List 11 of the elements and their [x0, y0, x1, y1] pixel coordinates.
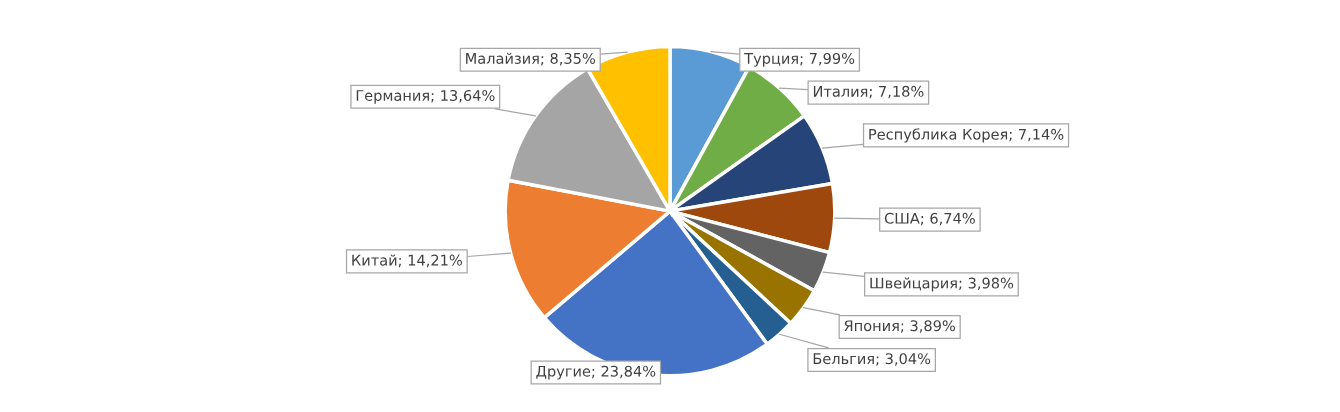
slice-label: Китай; 14,21%	[352, 254, 462, 268]
slice-label: Италия; 7,18%	[813, 85, 924, 99]
slice-label: Бельгия; 3,04%	[813, 353, 931, 366]
slice-label: Республика Корея; 7,14%	[869, 128, 1064, 143]
slice-label: Турция; 7,99%	[744, 52, 855, 67]
slice-label: Малайзия; 8,35%	[466, 52, 596, 66]
slice-label: Япония; 3,89%	[844, 320, 955, 333]
slice-label: Другие; 23,84%	[536, 365, 656, 380]
slice-label: Швейцария; 3,98%	[870, 277, 1014, 292]
slice-label: Германия; 13,64%	[356, 89, 495, 104]
slice-label: США; 6,74%	[884, 212, 975, 226]
